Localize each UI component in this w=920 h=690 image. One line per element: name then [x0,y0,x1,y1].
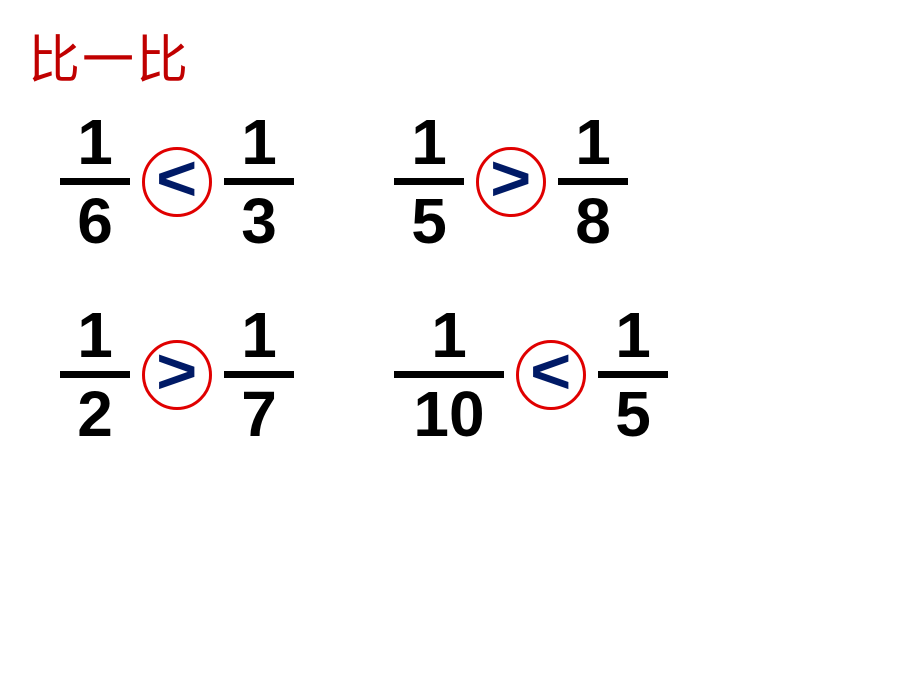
denominator: 5 [403,189,455,253]
numerator: 1 [69,110,121,174]
fraction-right: 1 7 [224,303,294,446]
fraction-bar [60,371,130,378]
comparison-expression: 1 2 > 1 7 [60,303,294,446]
fraction-bar [598,371,668,378]
denominator: 3 [233,189,285,253]
numerator: 1 [403,110,455,174]
fraction-left: 1 2 [60,303,130,446]
comparison-operator: < [156,146,197,210]
numerator: 1 [423,303,475,367]
fraction-right: 1 3 [224,110,294,253]
comparison-expression: 1 10 < 1 5 [394,303,668,446]
fraction-left: 1 5 [394,110,464,253]
fraction-bar [394,371,504,378]
fraction-bar [394,178,464,185]
operator-circle: < [516,340,586,410]
fraction-left: 1 10 [394,303,504,446]
denominator: 10 [405,382,492,446]
denominator: 7 [233,382,285,446]
comparison-expression: 1 6 < 1 3 [60,110,294,253]
comparison-grid: 1 6 < 1 3 1 5 > 1 [60,110,668,446]
denominator: 5 [607,382,659,446]
comparison-row: 1 6 < 1 3 1 5 > 1 [60,110,668,253]
comparison-operator: < [530,339,571,403]
denominator: 6 [69,189,121,253]
comparison-operator: > [490,146,531,210]
fraction-bar [60,178,130,185]
operator-circle: > [476,147,546,217]
denominator: 8 [567,189,619,253]
comparison-expression: 1 5 > 1 8 [394,110,628,253]
page-title: 比一比 [28,18,190,93]
operator-circle: > [142,340,212,410]
operator-circle: < [142,147,212,217]
numerator: 1 [69,303,121,367]
fraction-bar [558,178,628,185]
numerator: 1 [607,303,659,367]
fraction-right: 1 8 [558,110,628,253]
comparison-operator: > [156,339,197,403]
fraction-bar [224,178,294,185]
fraction-left: 1 6 [60,110,130,253]
numerator: 1 [233,110,285,174]
numerator: 1 [233,303,285,367]
fraction-bar [224,371,294,378]
fraction-right: 1 5 [598,303,668,446]
denominator: 2 [69,382,121,446]
numerator: 1 [567,110,619,174]
comparison-row: 1 2 > 1 7 1 10 < 1 [60,303,668,446]
